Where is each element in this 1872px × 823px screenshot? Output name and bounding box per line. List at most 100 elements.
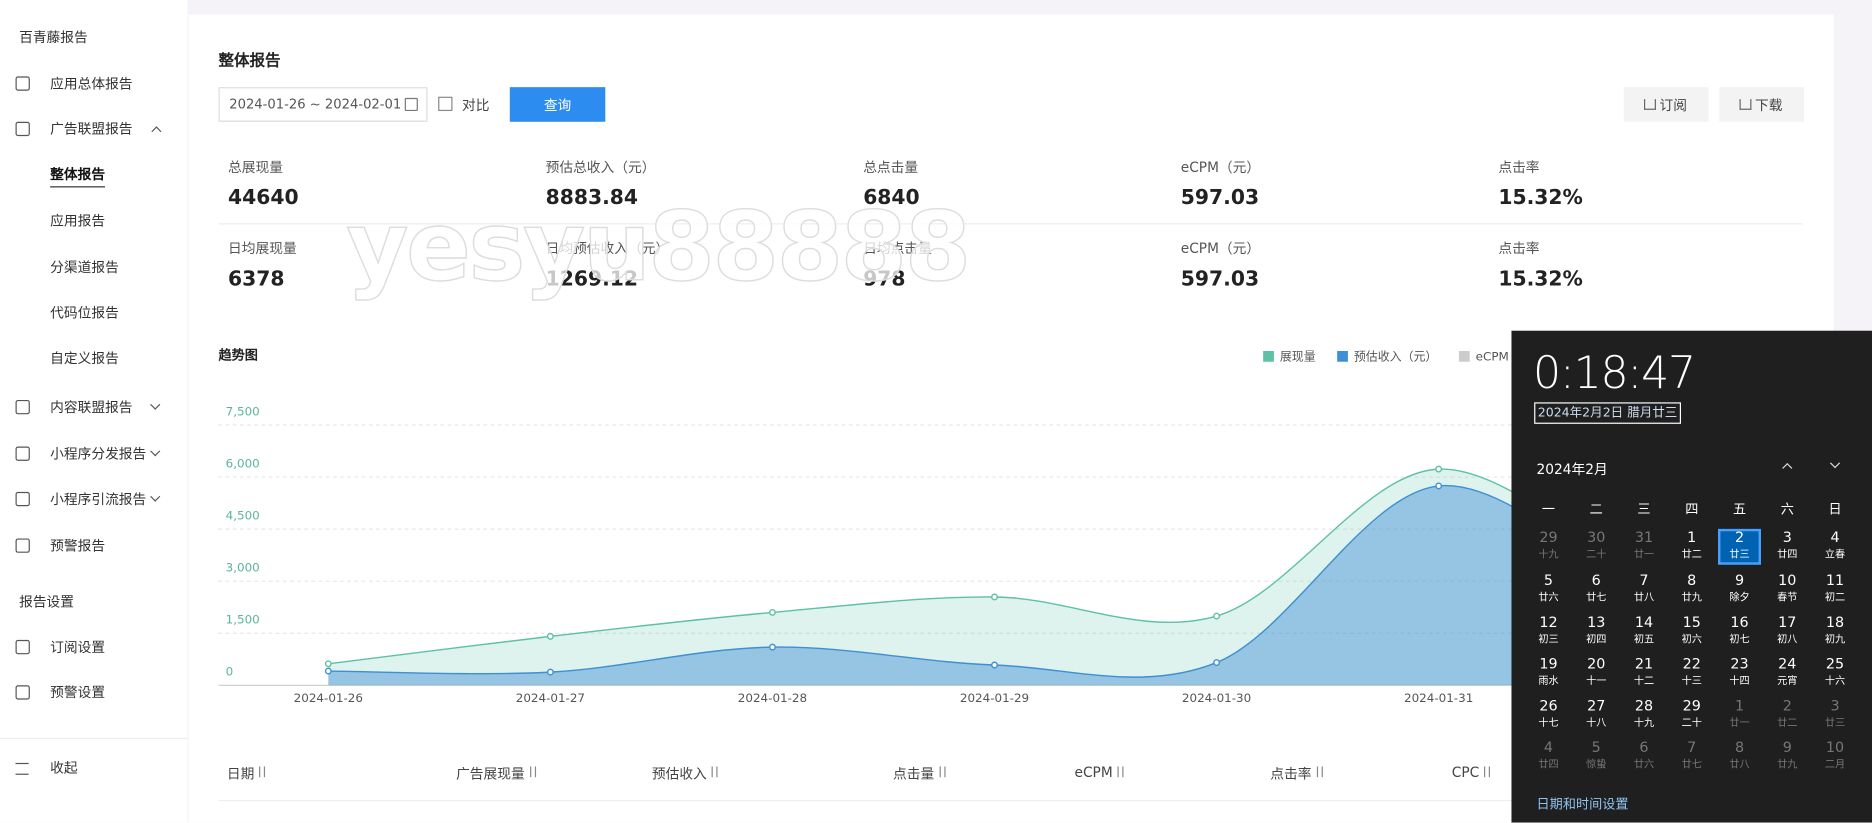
column-header[interactable]: eCPM	[1074, 764, 1113, 781]
day[interactable]: 7	[1639, 571, 1649, 589]
day[interactable]: 23	[1730, 655, 1749, 673]
day[interactable]: 20	[1587, 655, 1606, 673]
lunar: 廿九	[1777, 759, 1798, 772]
lunar: 廿四	[1538, 759, 1559, 772]
x-tick-label: 2024-01-28	[738, 691, 807, 705]
lunar: 初八	[1777, 633, 1798, 646]
subscribe-button[interactable]: 订阅	[1623, 87, 1709, 122]
day[interactable]: 27	[1587, 697, 1606, 714]
day[interactable]: 8	[1734, 739, 1745, 756]
day[interactable]: 9	[1734, 571, 1745, 589]
collapse-icon	[15, 762, 29, 775]
day[interactable]: 8	[1687, 571, 1697, 589]
lunar: 立春	[1824, 549, 1846, 562]
day[interactable]: 3	[1830, 697, 1840, 714]
day[interactable]: 29	[1539, 528, 1558, 546]
point	[1213, 612, 1221, 620]
day[interactable]: 11	[1825, 571, 1845, 589]
day[interactable]: 6	[1591, 571, 1601, 589]
lunar: 除夕	[1729, 592, 1750, 605]
nav-icon	[15, 639, 30, 655]
nav-item[interactable]: 广告联盟报告	[50, 120, 133, 138]
column-header[interactable]: 广告展现量	[456, 765, 525, 783]
day[interactable]: 2	[1734, 528, 1745, 546]
day[interactable]: 15	[1682, 613, 1701, 631]
day[interactable]: 16	[1730, 613, 1749, 631]
lunar: 十一	[1586, 675, 1607, 688]
sort-icon	[1316, 766, 1323, 778]
day[interactable]: 3	[1782, 528, 1792, 546]
collapse[interactable]: 收起	[50, 759, 78, 777]
point	[991, 661, 998, 669]
nav-item[interactable]: 预警设置	[50, 684, 106, 701]
y-tick-label: 3,000	[226, 561, 260, 575]
checkbox[interactable]	[438, 96, 453, 112]
day[interactable]: 7	[1687, 739, 1697, 756]
day[interactable]: 10	[1825, 739, 1845, 756]
lunar: 初九	[1824, 633, 1846, 646]
nav-item[interactable]: 整体报告	[50, 165, 106, 188]
nav-item[interactable]: 代码位报告	[50, 304, 119, 322]
column-header[interactable]: CPC	[1451, 764, 1480, 781]
point	[768, 608, 776, 616]
day[interactable]: 1	[1687, 528, 1697, 546]
lunar: 十九	[1633, 717, 1655, 730]
lunar: 初七	[1729, 633, 1750, 646]
lunar: 廿六	[1538, 592, 1559, 605]
day[interactable]: 26	[1539, 697, 1558, 714]
nav-item[interactable]: 小程序分发报告	[50, 445, 147, 463]
day[interactable]: 10	[1778, 571, 1797, 589]
day[interactable]: 19	[1539, 655, 1558, 673]
nav-item[interactable]: 自定义报告	[50, 349, 119, 367]
column-header[interactable]: 日期	[226, 765, 255, 783]
day[interactable]: 13	[1587, 613, 1606, 631]
day[interactable]: 29	[1682, 697, 1701, 714]
day[interactable]: 14	[1634, 613, 1654, 631]
point	[1435, 465, 1443, 473]
day[interactable]: 9	[1782, 739, 1792, 756]
day[interactable]: 2	[1782, 697, 1792, 714]
x-tick-label: 2024-01-31	[1404, 691, 1473, 705]
date-input[interactable]: 2024-01-26 ~ 2024-02-01	[218, 87, 428, 122]
nav-item[interactable]: 预警报告	[50, 537, 106, 554]
stat-value: 8883.84	[545, 186, 639, 211]
nav-item[interactable]: 分渠道报告	[50, 259, 119, 276]
lunar: 十四	[1729, 675, 1750, 688]
day[interactable]: 5	[1543, 571, 1554, 589]
x-tick-label: 2024-01-27	[516, 691, 585, 705]
day[interactable]: 21	[1634, 655, 1654, 673]
day[interactable]: 24	[1778, 655, 1797, 673]
nav-item[interactable]: 内容联盟报告	[50, 398, 133, 416]
nav-item[interactable]: 小程序引流报告	[50, 490, 147, 508]
day[interactable]: 25	[1825, 655, 1845, 673]
nav-icon	[15, 538, 30, 553]
download-button[interactable]: 下载	[1719, 87, 1804, 122]
query-button[interactable]: 查询	[509, 87, 606, 122]
legend-swatch	[1458, 351, 1470, 362]
nav-item[interactable]: 应用总体报告	[50, 75, 133, 92]
day[interactable]: 28	[1634, 697, 1654, 714]
column-header[interactable]: 点击量	[893, 765, 935, 783]
day[interactable]: 4	[1543, 739, 1554, 756]
day[interactable]: 31	[1634, 528, 1654, 546]
day[interactable]: 22	[1682, 655, 1701, 673]
nav-item[interactable]: 应用报告	[50, 212, 106, 230]
chart-title: 趋势图	[218, 346, 257, 363]
date-box[interactable]: 2024年2月2日 腊月廿三	[1534, 402, 1681, 424]
day[interactable]: 1	[1734, 697, 1745, 714]
column-header[interactable]: 点击率	[1270, 765, 1312, 783]
day[interactable]: 6	[1639, 739, 1649, 756]
lunar: 初三	[1538, 633, 1559, 646]
day[interactable]: 30	[1587, 528, 1606, 546]
day[interactable]: 18	[1825, 613, 1845, 631]
column-header[interactable]: 预估收入	[651, 765, 707, 783]
day[interactable]: 12	[1539, 613, 1558, 631]
settings-link[interactable]: 日期和时间设置	[1536, 796, 1629, 812]
download-label: 下载	[1755, 96, 1783, 114]
day[interactable]: 4	[1830, 528, 1840, 546]
selected-day[interactable]	[1718, 528, 1762, 565]
nav-item[interactable]: 订阅设置	[50, 638, 106, 656]
day[interactable]: 17	[1778, 613, 1797, 631]
day[interactable]: 5	[1591, 739, 1601, 756]
